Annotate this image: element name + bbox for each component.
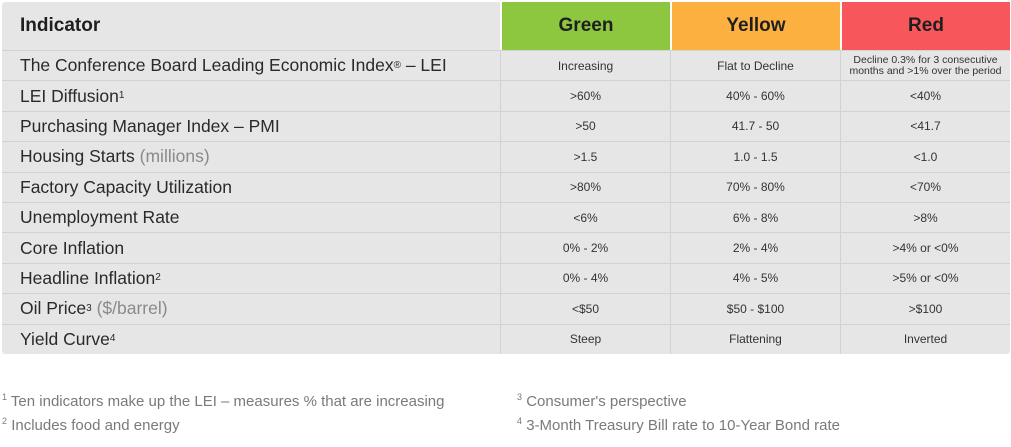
footnote-1: 1 Ten indicators make up the LEI – measu… [2,392,445,411]
indicator-label: The Conference Board Leading Economic In… [20,55,394,76]
yellow-value: 1.0 - 1.5 [670,142,840,172]
indicator-name: The Conference Board Leading Economic In… [20,55,447,76]
green-value: >1.5 [500,142,670,172]
indicator-name: Factory Capacity Utilization [2,173,500,202]
footnote-text: 3-Month Treasury Bill rate to 10-Year Bo… [526,417,840,434]
red-value: >4% or <0% [840,233,1010,263]
footnote-4: 4 3-Month Treasury Bill rate to 10-Year … [517,416,840,435]
table-row: Purchasing Manager Index – PMI >50 41.7 … [2,110,1010,142]
indicator-label: Core Inflation [20,237,125,258]
red-value: <41.7 [840,111,1010,142]
header-red: Red [840,2,1010,50]
red-value: Inverted [840,324,1010,354]
header-indicator: Indicator [20,15,101,36]
table-row: Yield Curve 4 Steep Flattening Inverted [2,323,1010,354]
footnote-number: 4 [517,416,523,426]
green-value: Steep [500,324,670,354]
red-value: >8% [840,202,1010,233]
indicator-name: Oil Price 3 ($/barrel) [20,298,168,319]
indicator-label: Headline Inflation [20,267,156,288]
indicator-name: Unemployment Rate [2,203,500,232]
red-value: <70% [840,172,1010,202]
red-value: Decline 0.3% for 3 consecutive months an… [840,51,1010,81]
footnote-number: 3 [517,392,523,402]
table-header-row: Indicator Green Yellow Red [2,2,1010,50]
green-value: <6% [500,202,670,233]
indicator-name: Purchasing Manager Index – PMI [2,112,500,141]
indicator-label: Unemployment Rate [20,207,180,228]
indicator-label: Yield Curve [20,328,110,349]
indicator-name: Headline Inflation 2 [20,267,161,288]
table-row: Unemployment Rate <6% 6% - 8% >8% [2,201,1010,233]
yellow-value: $50 - $100 [670,294,840,324]
red-value-line1: Decline 0.3% for 3 consecutive [853,53,998,66]
green-value: >50 [500,111,670,142]
yellow-value: 40% - 60% [670,81,840,111]
table-row: Factory Capacity Utilization >80% 70% - … [2,171,1010,202]
yellow-value: 6% - 8% [670,202,840,233]
indicator-name: Core Inflation [2,233,500,262]
indicator-name: Yield Curve 4 [20,328,116,349]
red-value: >$100 [840,294,1010,324]
indicator-table: Indicator Green Yellow Red The Conferenc… [2,2,1010,354]
green-value: 0% - 4% [500,263,670,294]
green-value: >80% [500,172,670,202]
indicator-unit: (millions) [139,146,210,167]
yellow-value: 41.7 - 50 [670,111,840,142]
yellow-value: Flat to Decline [670,51,840,81]
yellow-value: Flattening [670,324,840,354]
yellow-value: 2% - 4% [670,233,840,263]
green-value: >60% [500,81,670,111]
table-row: Core Inflation 0% - 2% 2% - 4% >4% or <0… [2,232,1010,263]
table-row: Housing Starts (millions) >1.5 1.0 - 1.5… [2,141,1010,172]
indicator-name: LEI Diffusion 1 [20,85,125,106]
header-green: Green [500,2,670,50]
indicator-label: Purchasing Manager Index – PMI [20,115,280,136]
green-value: <$50 [500,294,670,324]
indicator-label: Oil Price [20,298,87,319]
indicator-suffix: – LEI [400,55,447,76]
indicator-unit: ($/barrel) [96,298,168,319]
red-value: <1.0 [840,142,1010,172]
yellow-value: 4% - 5% [670,263,840,294]
red-value-line2: months and >1% over the period [849,64,1002,77]
footnote-text: Consumer's perspective [526,393,687,410]
indicator-label: Housing Starts [20,146,135,167]
table-row: The Conference Board Leading Economic In… [2,50,1010,81]
indicator-label: Factory Capacity Utilization [20,176,233,197]
red-value: <40% [840,81,1010,111]
table-row: Oil Price 3 ($/barrel) <$50 $50 - $100 >$… [2,293,1010,324]
indicator-label: LEI Diffusion [20,85,119,106]
footnote-number: 1 [2,392,8,402]
footnote-3: 3 Consumer's perspective [517,392,687,411]
green-value: 0% - 2% [500,233,670,263]
table-row: LEI Diffusion 1 >60% 40% - 60% <40% [2,80,1010,111]
red-value: >5% or <0% [840,263,1010,294]
footnote-2: 2 Includes food and energy [2,416,180,435]
green-value: Increasing [500,51,670,81]
footnote-text: Includes food and energy [11,417,180,434]
header-yellow: Yellow [670,2,840,50]
footnote-number: 2 [2,416,8,426]
indicator-name: Housing Starts (millions) [2,142,500,171]
footnote-text: Ten indicators make up the LEI – measure… [10,393,445,410]
table-row: Headline Inflation 2 0% - 4% 4% - 5% >5% … [2,262,1010,294]
yellow-value: 70% - 80% [670,172,840,202]
